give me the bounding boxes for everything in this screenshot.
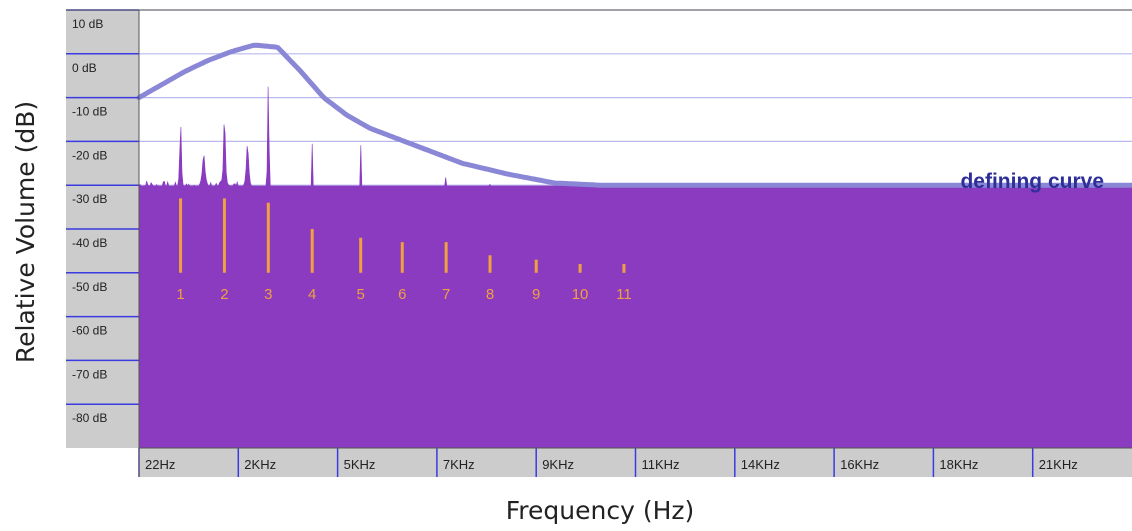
y-tick-label: 0 dB (72, 61, 97, 75)
x-tick-label: 22Hz (145, 457, 175, 472)
y-tick-label: -50 dB (72, 280, 107, 294)
harmonic-label: 11 (616, 286, 632, 303)
harmonic-label: 4 (308, 286, 316, 303)
x-tick-label: 7KHz (443, 457, 475, 472)
harmonic-label: 10 (572, 286, 589, 303)
x-axis-title: Frequency (Hz) (506, 496, 695, 525)
y-tick-label: -60 dB (72, 324, 107, 338)
x-tick-label: 14KHz (741, 457, 780, 472)
defining-curve-label: defining curve (960, 170, 1104, 193)
y-tick-label: -30 dB (72, 192, 107, 206)
x-tick-label: 5KHz (344, 457, 376, 472)
x-tick-label: 11KHz (642, 457, 680, 472)
harmonic-label: 8 (486, 286, 494, 303)
y-tick-label: -20 dB (72, 148, 107, 162)
x-tick-label: 21KHz (1039, 457, 1078, 472)
y-axis-title: Relative Volume (dB) (11, 101, 40, 363)
harmonic-label: 2 (220, 286, 228, 303)
harmonic-label: 3 (264, 286, 272, 303)
x-tick-label: 16KHz (840, 457, 879, 472)
harmonic-label: 5 (357, 286, 365, 303)
harmonic-label: 9 (532, 286, 540, 303)
harmonic-label: 1 (176, 286, 184, 303)
harmonic-label: 6 (398, 286, 406, 303)
y-tick-label: -70 dB (72, 367, 107, 381)
x-tick-label: 9KHz (542, 457, 574, 472)
x-tick-label: 18KHz (939, 457, 978, 472)
y-tick-label: -80 dB (72, 411, 107, 425)
y-tick-label: -40 dB (72, 236, 107, 250)
x-tick-label: 2KHz (244, 457, 276, 472)
y-tick-label: -10 dB (72, 105, 107, 119)
harmonic-label: 7 (442, 286, 450, 303)
y-tick-label: 10 dB (72, 17, 103, 31)
